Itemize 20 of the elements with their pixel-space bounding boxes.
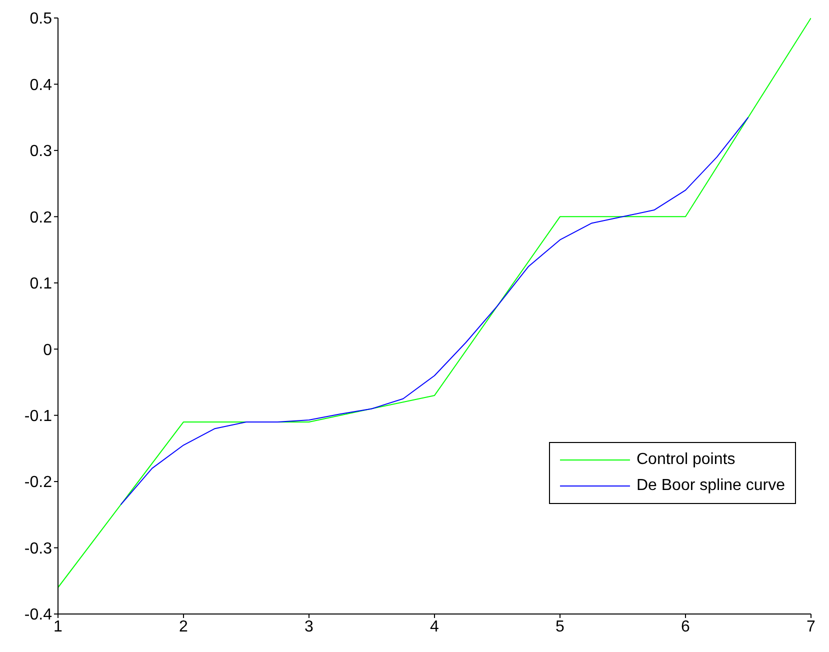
x-tick-label: 2	[179, 618, 188, 636]
legend-label: De Boor spline curve	[636, 477, 785, 495]
x-tick-label: 4	[430, 618, 440, 636]
y-tick-label: -0.4	[24, 606, 52, 624]
x-tick-label: 7	[806, 618, 816, 636]
y-tick-label: 0.1	[30, 276, 52, 293]
y-tick-label: 0	[43, 342, 52, 359]
line-series	[58, 18, 811, 588]
y-tick-label: 0.2	[30, 209, 52, 226]
x-tick-label: 3	[304, 618, 314, 636]
x-tick-label: 1	[54, 618, 63, 636]
y-tick-label: 0.4	[30, 76, 52, 94]
y-tick-label: -0.2	[24, 474, 52, 492]
x-tick-label: 5	[556, 618, 565, 636]
y-tick-label: 0.3	[30, 143, 52, 160]
y-tick-label: -0.1	[24, 408, 52, 426]
y-tick-label: -0.3	[24, 540, 52, 558]
legend-label: Control points	[636, 451, 736, 469]
x-tick-label: 6	[681, 618, 690, 636]
y-tick-label: 0.5	[30, 10, 52, 28]
